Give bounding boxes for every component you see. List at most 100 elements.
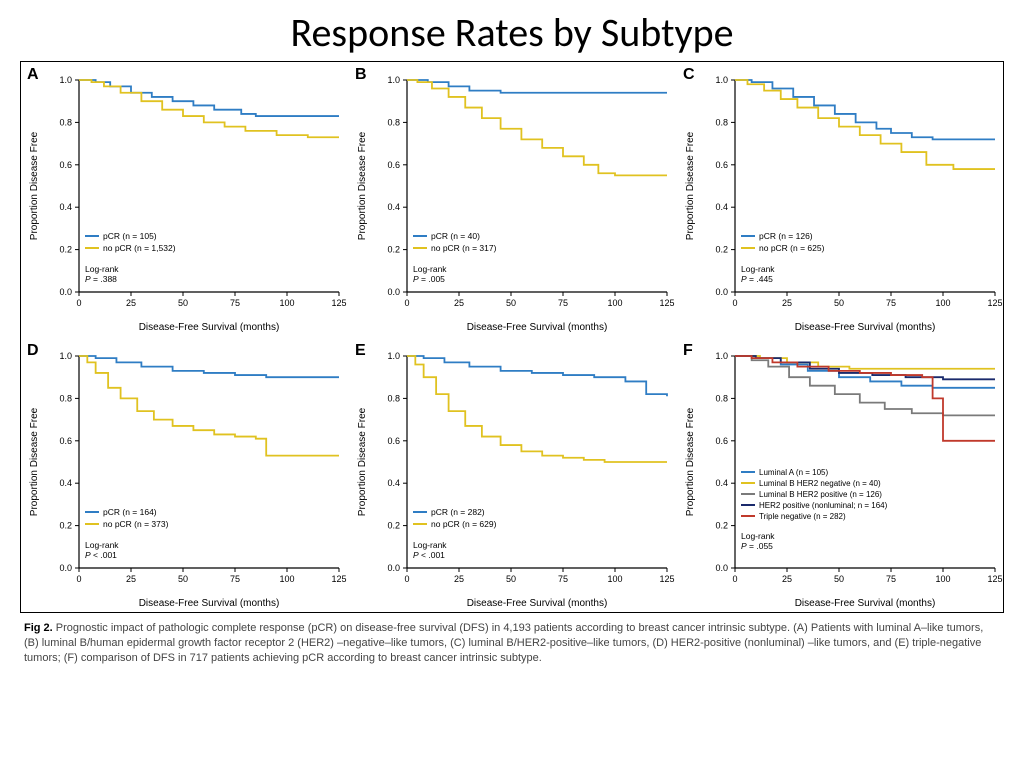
svg-text:0: 0 [404,574,409,584]
panel-F: F02550751001250.00.20.40.60.81.0Disease-… [677,338,1005,614]
svg-text:0.6: 0.6 [715,160,728,170]
svg-text:25: 25 [126,574,136,584]
figure-caption: Fig 2. Prognostic impact of pathologic c… [24,621,1000,666]
chart-A: 02550751001250.00.20.40.60.81.0Disease-F… [21,62,349,338]
svg-text:pCR (n = 282): pCR (n = 282) [431,507,485,517]
svg-text:pCR (n = 105): pCR (n = 105) [103,231,157,241]
svg-text:Log-rank: Log-rank [413,264,447,274]
svg-text:Disease-Free Survival (months): Disease-Free Survival (months) [467,322,608,333]
panel-label-C: C [683,66,695,84]
svg-text:P = .055: P = .055 [741,541,773,551]
svg-text:P = .445: P = .445 [741,274,773,284]
svg-text:0.8: 0.8 [715,393,728,403]
svg-text:HER2 positive (nonluminal; n =: HER2 positive (nonluminal; n = 164) [759,501,888,510]
svg-text:0.4: 0.4 [59,478,72,488]
svg-text:0.2: 0.2 [715,245,728,255]
svg-text:0.4: 0.4 [387,202,400,212]
svg-text:25: 25 [454,574,464,584]
svg-text:0.6: 0.6 [59,160,72,170]
svg-text:0.2: 0.2 [59,245,72,255]
svg-text:75: 75 [558,298,568,308]
svg-text:100: 100 [279,574,294,584]
svg-text:25: 25 [782,298,792,308]
svg-text:75: 75 [230,574,240,584]
svg-text:125: 125 [659,298,674,308]
svg-text:0.6: 0.6 [59,436,72,446]
svg-text:0.0: 0.0 [59,287,72,297]
svg-text:125: 125 [987,574,1002,584]
svg-text:P = .005: P = .005 [413,274,445,284]
svg-text:0.0: 0.0 [59,563,72,573]
svg-text:50: 50 [834,574,844,584]
svg-text:1.0: 1.0 [387,351,400,361]
svg-text:0: 0 [76,574,81,584]
svg-text:Log-rank: Log-rank [741,531,775,541]
svg-text:0.0: 0.0 [715,287,728,297]
svg-text:Triple negative (n = 282): Triple negative (n = 282) [759,512,846,521]
panel-label-F: F [683,342,693,360]
svg-text:Proportion Disease Free: Proportion Disease Free [685,131,696,240]
svg-text:no pCR (n = 625): no pCR (n = 625) [759,243,825,253]
chart-F: 02550751001250.00.20.40.60.81.0Disease-F… [677,338,1005,614]
svg-text:50: 50 [178,298,188,308]
chart-D: 02550751001250.00.20.40.60.81.0Disease-F… [21,338,349,614]
svg-text:125: 125 [331,574,346,584]
svg-text:no pCR (n = 373): no pCR (n = 373) [103,519,169,529]
svg-text:Disease-Free Survival (months): Disease-Free Survival (months) [139,598,280,609]
svg-text:Log-rank: Log-rank [741,264,775,274]
svg-text:25: 25 [454,298,464,308]
panel-label-E: E [355,342,366,360]
svg-text:0.2: 0.2 [715,521,728,531]
svg-text:no pCR (n = 317): no pCR (n = 317) [431,243,497,253]
svg-text:100: 100 [935,298,950,308]
svg-text:0.0: 0.0 [387,287,400,297]
svg-text:Proportion Disease Free: Proportion Disease Free [29,407,40,516]
svg-text:Log-rank: Log-rank [85,264,119,274]
svg-text:0.8: 0.8 [387,117,400,127]
svg-text:0.4: 0.4 [59,202,72,212]
svg-text:0: 0 [76,298,81,308]
svg-text:25: 25 [782,574,792,584]
svg-text:50: 50 [834,298,844,308]
svg-text:125: 125 [987,298,1002,308]
caption-lead: Fig 2. [24,622,53,634]
svg-text:0.8: 0.8 [387,393,400,403]
svg-text:Disease-Free Survival (months): Disease-Free Survival (months) [467,598,608,609]
svg-text:Luminal B HER2 negative (n = 4: Luminal B HER2 negative (n = 40) [759,479,881,488]
svg-text:Log-rank: Log-rank [413,540,447,550]
panel-C: C02550751001250.00.20.40.60.81.0Disease-… [677,62,1005,338]
chart-B: 02550751001250.00.20.40.60.81.0Disease-F… [349,62,677,338]
svg-text:P < .001: P < .001 [413,550,445,560]
svg-text:0: 0 [404,298,409,308]
panel-A: A02550751001250.00.20.40.60.81.0Disease-… [21,62,349,338]
svg-text:0.0: 0.0 [387,563,400,573]
svg-text:100: 100 [279,298,294,308]
svg-text:Log-rank: Log-rank [85,540,119,550]
svg-text:0.6: 0.6 [387,436,400,446]
svg-text:0.0: 0.0 [715,563,728,573]
svg-text:0.4: 0.4 [715,478,728,488]
svg-text:pCR (n = 40): pCR (n = 40) [431,231,480,241]
svg-text:0.2: 0.2 [387,245,400,255]
svg-text:Disease-Free Survival (months): Disease-Free Survival (months) [795,598,936,609]
svg-text:25: 25 [126,298,136,308]
svg-text:1.0: 1.0 [715,351,728,361]
svg-text:0: 0 [732,574,737,584]
svg-text:1.0: 1.0 [59,351,72,361]
panel-label-D: D [27,342,39,360]
svg-text:0.8: 0.8 [715,117,728,127]
svg-text:pCR (n = 126): pCR (n = 126) [759,231,813,241]
svg-text:100: 100 [607,298,622,308]
svg-text:75: 75 [558,574,568,584]
svg-text:50: 50 [506,574,516,584]
svg-text:0.2: 0.2 [387,521,400,531]
svg-text:Proportion Disease Free: Proportion Disease Free [685,407,696,516]
panel-grid: A02550751001250.00.20.40.60.81.0Disease-… [20,61,1004,613]
svg-text:75: 75 [886,298,896,308]
svg-text:pCR (n = 164): pCR (n = 164) [103,507,157,517]
panel-D: D02550751001250.00.20.40.60.81.0Disease-… [21,338,349,614]
svg-text:50: 50 [178,574,188,584]
panel-B: B02550751001250.00.20.40.60.81.0Disease-… [349,62,677,338]
svg-text:P = .388: P = .388 [85,274,117,284]
svg-text:Disease-Free Survival (months): Disease-Free Survival (months) [139,322,280,333]
